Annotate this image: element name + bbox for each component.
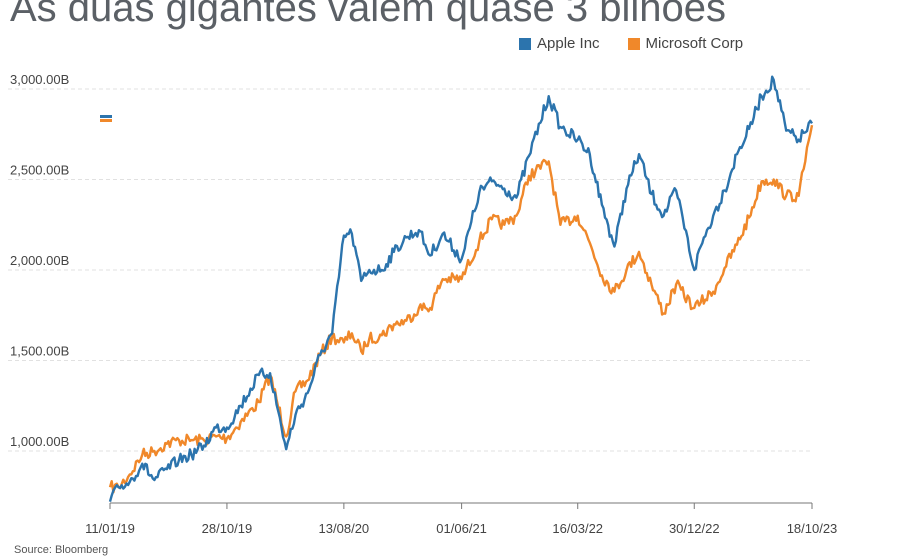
series-lines <box>108 75 814 503</box>
chart-title: As duas gigantes valem quase 3 bilhões <box>10 0 727 30</box>
legend-label-microsoft: Microsoft Corp <box>645 35 744 52</box>
x-tick-label: 28/10/19 <box>202 521 253 536</box>
legend-swatch-apple <box>519 37 531 50</box>
legend-item-apple: Apple Inc <box>519 35 600 52</box>
y-tick-label: 2,500.00B <box>10 163 69 178</box>
legend-swatch-microsoft <box>627 37 640 50</box>
apple-series-line <box>108 75 814 503</box>
microsoft-series-line <box>108 124 814 494</box>
chart-legend: Apple Inc Microsoft Corp <box>519 35 743 52</box>
legend-item-microsoft: Microsoft Corp <box>627 35 744 52</box>
x-tick-label: 13/08/20 <box>319 521 370 536</box>
last-value-markers <box>100 115 112 122</box>
x-tick-label: 11/01/19 <box>85 521 135 536</box>
legend-label-apple: Apple Inc <box>537 35 600 52</box>
x-tick-label: 16/03/22 <box>552 521 603 536</box>
gridlines <box>8 88 812 452</box>
y-tick-label: 1,500.00B <box>10 344 69 359</box>
x-tick-label: 01/06/21 <box>436 521 487 536</box>
y-tick-label: 1,000.00B <box>10 434 69 449</box>
x-tick-label: 18/10/23 <box>787 521 838 536</box>
microsoft-last-value-marker <box>100 119 112 122</box>
y-tick-label: 3,000.00B <box>10 72 69 87</box>
x-axis: 11/01/19 28/10/19 13/08/20 01/06/21 16/03/22… <box>85 502 838 536</box>
source-note: Source: Bloomberg <box>14 544 109 556</box>
apple-last-value-marker <box>100 115 112 118</box>
y-axis-tick-labels: 1,000.00B 1,500.00B 2,000.00B 2,500.00B 3,00… <box>10 72 69 449</box>
y-tick-label: 2,000.00B <box>10 253 69 268</box>
x-tick-label: 30/12/22 <box>669 521 720 536</box>
